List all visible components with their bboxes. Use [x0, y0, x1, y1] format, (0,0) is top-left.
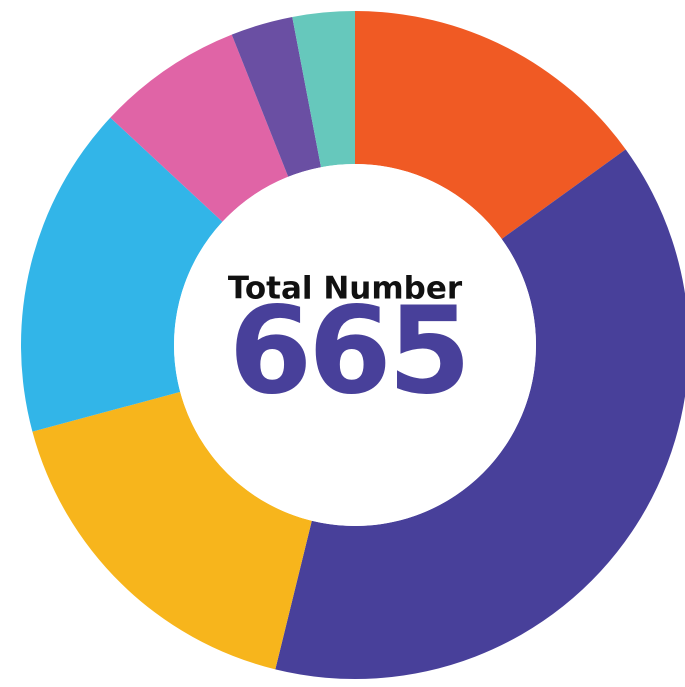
- slices: [20, 11, 685, 679]
- slice: [32, 391, 312, 670]
- slice: [275, 149, 685, 679]
- slice: [20, 117, 223, 432]
- slice: [355, 11, 626, 239]
- slice: [110, 34, 289, 222]
- donut-hole: [174, 164, 536, 526]
- slice: [231, 16, 321, 177]
- center-total: 665: [229, 283, 468, 422]
- center-title: Total Number: [228, 271, 463, 307]
- slice: [292, 11, 355, 168]
